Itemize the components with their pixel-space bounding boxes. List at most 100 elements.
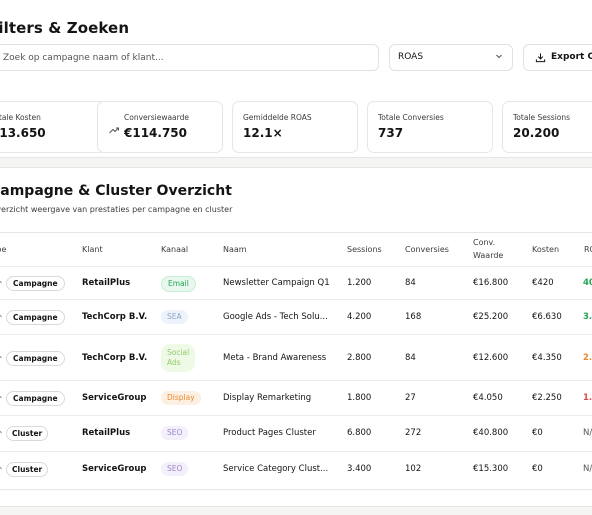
sessions-cell: 3.400 bbox=[347, 464, 372, 474]
channel-badge: SEO bbox=[161, 426, 189, 440]
client-cell: TechCorp B.V. bbox=[82, 312, 148, 322]
col-sessions[interactable]: Sessions bbox=[347, 245, 382, 254]
type-badge: Campagne bbox=[6, 276, 65, 291]
conv-value-cell: €16.800 bbox=[473, 278, 509, 288]
conv-value-cell: €40.800 bbox=[473, 428, 509, 438]
conv-value-cell: €15.300 bbox=[473, 464, 509, 474]
type-badge: Campagne bbox=[6, 310, 65, 325]
costs-cell: €0 bbox=[532, 464, 543, 474]
row-marker-icon bbox=[0, 395, 2, 399]
kpi-label: Totale Sessions bbox=[513, 113, 571, 122]
kpi-total-costs: Totale Kosten €13.650 bbox=[0, 101, 106, 153]
conversions-cell: 272 bbox=[405, 428, 422, 438]
client-cell: RetailPlus bbox=[82, 278, 131, 288]
sort-select-value: ROAS bbox=[398, 52, 424, 62]
kpi-value: 737 bbox=[378, 126, 404, 140]
conversions-cell: 102 bbox=[405, 464, 422, 474]
kpi-total-sessions: Totale Sessions 20.200 bbox=[502, 101, 592, 153]
kpi-value: 12.1× bbox=[243, 126, 283, 140]
sessions-cell: 6.800 bbox=[347, 428, 372, 438]
overview-subtitle: Overzicht weergave van prestaties per ca… bbox=[0, 205, 233, 214]
col-conv-value-line1: Conv. bbox=[473, 238, 496, 247]
overview-table: Type Klant Kanaal Naam Sessions Conversi… bbox=[0, 232, 592, 490]
row-marker-icon bbox=[0, 466, 2, 470]
kpi-total-conversions: Totale Conversies 737 bbox=[367, 101, 493, 153]
row-marker-icon bbox=[0, 280, 2, 284]
col-costs[interactable]: Kosten bbox=[532, 245, 560, 254]
table-row[interactable]: Cluster ServiceGroup SEO Service Categor… bbox=[0, 451, 592, 489]
col-conversions[interactable]: Conversies bbox=[405, 245, 449, 254]
channel-badge-line1: Social bbox=[167, 348, 190, 357]
col-name[interactable]: Naam bbox=[223, 245, 247, 254]
filters-title: Filters & Zoeken bbox=[0, 19, 130, 37]
channel-badge-line2: Ads bbox=[167, 358, 181, 367]
kpi-label: Gemiddelde ROAS bbox=[243, 113, 312, 122]
kpi-label: Conversiewaarde bbox=[124, 113, 189, 122]
export-csv-button[interactable]: Export CSV bbox=[523, 44, 592, 71]
kpi-conversion-value: Conversiewaarde €114.750 bbox=[97, 101, 223, 153]
table-row[interactable]: Campagne TechCorp B.V. Social Ads Meta -… bbox=[0, 334, 592, 381]
client-cell: ServiceGroup bbox=[82, 464, 147, 474]
conv-value-cell: €25.200 bbox=[473, 312, 509, 322]
sessions-cell: 1.800 bbox=[347, 393, 372, 403]
name-cell: Display Remarketing bbox=[223, 393, 312, 403]
roas-cell: 1.8× bbox=[583, 393, 592, 403]
kpi-avg-roas: Gemiddelde ROAS 12.1× bbox=[232, 101, 358, 153]
conversions-cell: 168 bbox=[405, 312, 422, 322]
kpi-value: €13.650 bbox=[0, 126, 46, 140]
table-row[interactable]: Campagne TechCorp B.V. SEA Google Ads - … bbox=[0, 299, 592, 335]
kpi-label: Totale Kosten bbox=[0, 113, 41, 122]
table-row[interactable]: Campagne RetailPlus Email Newsletter Cam… bbox=[0, 266, 592, 300]
kpi-value: 20.200 bbox=[513, 126, 560, 140]
costs-cell: €2.250 bbox=[532, 393, 562, 403]
channel-badge: Email bbox=[161, 276, 196, 292]
download-icon bbox=[535, 53, 546, 63]
sessions-cell: 2.800 bbox=[347, 353, 372, 363]
type-badge: Cluster bbox=[6, 426, 49, 441]
conversions-cell: 84 bbox=[405, 353, 416, 363]
col-type[interactable]: Type bbox=[0, 245, 7, 254]
sort-select[interactable]: ROAS bbox=[389, 44, 513, 71]
channel-badge: SEO bbox=[161, 462, 189, 476]
trending-up-icon bbox=[109, 127, 119, 134]
sessions-cell: 1.200 bbox=[347, 278, 372, 288]
kpi-value: €114.750 bbox=[124, 126, 188, 140]
roas-cell: 2.9× bbox=[583, 353, 592, 363]
row-marker-icon bbox=[0, 314, 2, 318]
costs-cell: €4.350 bbox=[532, 353, 562, 363]
col-channel[interactable]: Kanaal bbox=[161, 245, 189, 254]
col-conv-value-line2: Waarde bbox=[473, 251, 504, 260]
table-row[interactable]: Cluster RetailPlus SEO Product Pages Clu… bbox=[0, 415, 592, 452]
roas-cell: 40.0× bbox=[583, 278, 592, 288]
chevron-down-icon bbox=[496, 54, 502, 59]
costs-cell: €420 bbox=[532, 278, 554, 288]
name-cell: Service Category Clust... bbox=[223, 464, 329, 474]
name-cell: Product Pages Cluster bbox=[223, 428, 316, 438]
col-conv-value[interactable]: Conv. Waarde bbox=[473, 236, 503, 262]
search-box[interactable] bbox=[0, 44, 379, 71]
type-badge: Campagne bbox=[6, 351, 65, 366]
client-cell: ServiceGroup bbox=[82, 393, 147, 403]
sessions-cell: 4.200 bbox=[347, 312, 372, 322]
col-client[interactable]: Klant bbox=[82, 245, 103, 254]
conversions-cell: 84 bbox=[405, 278, 416, 288]
type-badge: Cluster bbox=[6, 462, 49, 477]
row-marker-icon bbox=[0, 430, 2, 434]
overview-card bbox=[0, 167, 592, 507]
channel-badge: SEA bbox=[161, 310, 188, 324]
name-cell: Newsletter Campaign Q1 bbox=[223, 278, 330, 288]
conv-value-cell: €12.600 bbox=[473, 353, 509, 363]
row-marker-icon bbox=[0, 355, 2, 359]
col-roas[interactable]: ROAS bbox=[584, 245, 592, 254]
roas-cell: N/A bbox=[583, 464, 592, 474]
costs-cell: €0 bbox=[532, 428, 543, 438]
channel-badge: Display bbox=[161, 391, 201, 405]
conv-value-cell: €4.050 bbox=[473, 393, 503, 403]
overview-title: Campagne & Cluster Overzicht bbox=[0, 183, 232, 199]
client-cell: TechCorp B.V. bbox=[82, 353, 148, 363]
roas-cell: 3.8× bbox=[583, 312, 592, 322]
table-row[interactable]: Campagne ServiceGroup Display Display Re… bbox=[0, 380, 592, 416]
search-input[interactable] bbox=[0, 45, 361, 71]
kpi-label: Totale Conversies bbox=[378, 113, 444, 122]
export-csv-label: Export CSV bbox=[551, 52, 592, 62]
